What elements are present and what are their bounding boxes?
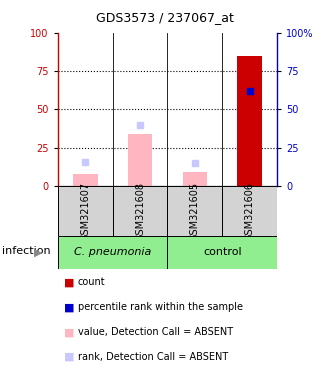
Text: rank, Detection Call = ABSENT: rank, Detection Call = ABSENT xyxy=(78,352,228,362)
Text: percentile rank within the sample: percentile rank within the sample xyxy=(78,302,243,312)
Text: GSM321605: GSM321605 xyxy=(190,182,200,241)
Text: ▶: ▶ xyxy=(34,247,42,258)
Bar xyxy=(73,174,98,186)
Bar xyxy=(58,186,113,236)
Text: ■: ■ xyxy=(64,277,75,287)
Text: control: control xyxy=(203,247,242,258)
Bar xyxy=(168,236,277,269)
Text: infection: infection xyxy=(2,245,50,256)
Text: value, Detection Call = ABSENT: value, Detection Call = ABSENT xyxy=(78,327,233,337)
Text: GSM321608: GSM321608 xyxy=(135,182,145,241)
Text: GSM321607: GSM321607 xyxy=(80,182,90,241)
Bar xyxy=(58,236,168,269)
Text: count: count xyxy=(78,277,105,287)
Text: C. pneumonia: C. pneumonia xyxy=(74,247,151,258)
Bar xyxy=(128,134,152,186)
Bar xyxy=(168,186,222,236)
Text: ■: ■ xyxy=(64,352,75,362)
Text: ■: ■ xyxy=(64,302,75,312)
Bar xyxy=(182,172,207,186)
Text: ■: ■ xyxy=(64,327,75,337)
Bar xyxy=(237,56,262,186)
Text: GSM321606: GSM321606 xyxy=(245,182,255,241)
Bar xyxy=(222,186,277,236)
Bar xyxy=(113,186,168,236)
Text: GDS3573 / 237067_at: GDS3573 / 237067_at xyxy=(96,12,234,25)
